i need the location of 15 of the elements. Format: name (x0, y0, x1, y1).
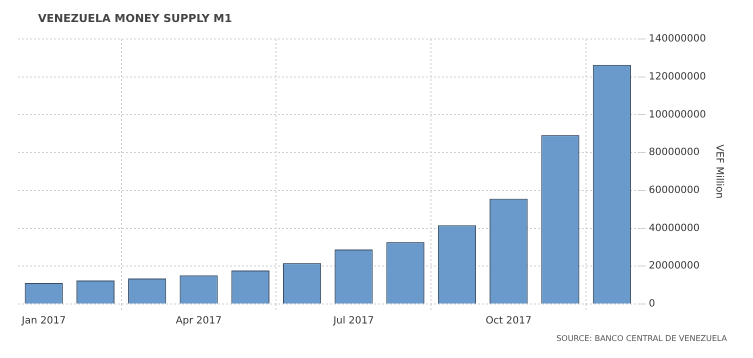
y-tick-label: 80000000 (648, 147, 700, 158)
y-tick-label: 0 (648, 298, 656, 310)
x-tick-label: Oct 2017 (486, 316, 532, 327)
x-tick-label: Jan 2017 (20, 316, 66, 327)
x-tick-label: Apr 2017 (176, 316, 222, 327)
chart-title: VENEZUELA MONEY SUPPLY M1 (38, 12, 232, 25)
x-tick-label: Jul 2017 (332, 316, 374, 327)
y-tick-label: 60000000 (648, 185, 700, 196)
y-tick-label: 40000000 (648, 222, 700, 234)
y-tick-label: 120000000 (648, 71, 706, 82)
source-note: SOURCE: BANCO CENTRAL DE VENEZUELA (556, 334, 727, 343)
y-tick-label: 100000000 (648, 109, 706, 120)
y-axis-title: VEF Million (713, 144, 724, 199)
y-tick-label: 140000000 (648, 34, 706, 45)
y-tick-label: 20000000 (648, 260, 700, 272)
